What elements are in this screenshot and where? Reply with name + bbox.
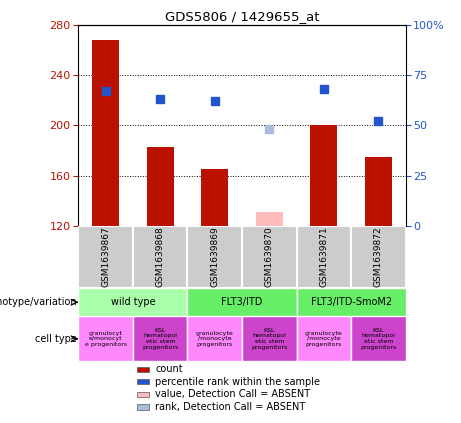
Text: GSM1639867: GSM1639867 (101, 226, 110, 287)
Bar (188, 225, 242, 288)
Text: GSM1639872: GSM1639872 (374, 227, 383, 287)
Text: count: count (155, 364, 183, 374)
Bar (256, 212, 283, 225)
Bar (137, 404, 149, 410)
Bar (351, 316, 406, 361)
Bar (137, 392, 149, 397)
Text: granulocyte
/monocyte
progenitors: granulocyte /monocyte progenitors (305, 330, 343, 347)
Text: KSL
hematopoi
etic stem
progenitors: KSL hematopoi etic stem progenitors (361, 328, 396, 350)
Bar (188, 316, 242, 361)
Text: GSM1639868: GSM1639868 (156, 226, 165, 287)
Bar (78, 288, 188, 316)
Bar (201, 169, 228, 225)
Bar (310, 126, 337, 225)
Bar (296, 288, 406, 316)
Bar (78, 225, 133, 288)
Bar (133, 225, 188, 288)
Bar (78, 316, 133, 361)
Text: granulocyte
/monocyte
progenitors: granulocyte /monocyte progenitors (196, 330, 234, 347)
Bar (365, 157, 392, 225)
Bar (242, 225, 296, 288)
Text: FLT3/ITD: FLT3/ITD (221, 297, 263, 307)
Text: genotype/variation: genotype/variation (0, 297, 77, 307)
Bar (133, 316, 188, 361)
Bar (296, 225, 351, 288)
Bar (351, 225, 406, 288)
Text: KSL
hematopoi
etic stem
progenitors: KSL hematopoi etic stem progenitors (251, 328, 287, 350)
Bar (92, 40, 119, 225)
Text: granulocyt
e/monocyt
e progenitors: granulocyt e/monocyt e progenitors (84, 330, 127, 347)
Text: wild type: wild type (111, 297, 155, 307)
Text: KSL
hematopoi
etic stem
progenitors: KSL hematopoi etic stem progenitors (142, 328, 178, 350)
Text: GSM1639869: GSM1639869 (210, 226, 219, 287)
Text: FLT3/ITD-SmoM2: FLT3/ITD-SmoM2 (311, 297, 392, 307)
Bar (137, 367, 149, 372)
Text: rank, Detection Call = ABSENT: rank, Detection Call = ABSENT (155, 402, 306, 412)
Bar (242, 316, 296, 361)
Bar (188, 288, 296, 316)
Bar (137, 379, 149, 384)
Text: percentile rank within the sample: percentile rank within the sample (155, 376, 320, 387)
Text: value, Detection Call = ABSENT: value, Detection Call = ABSENT (155, 389, 310, 399)
Text: GSM1639870: GSM1639870 (265, 226, 274, 287)
Title: GDS5806 / 1429655_at: GDS5806 / 1429655_at (165, 10, 319, 23)
Bar (147, 147, 174, 225)
Bar (296, 316, 351, 361)
Text: cell type: cell type (35, 334, 77, 344)
Text: GSM1639871: GSM1639871 (319, 226, 328, 287)
